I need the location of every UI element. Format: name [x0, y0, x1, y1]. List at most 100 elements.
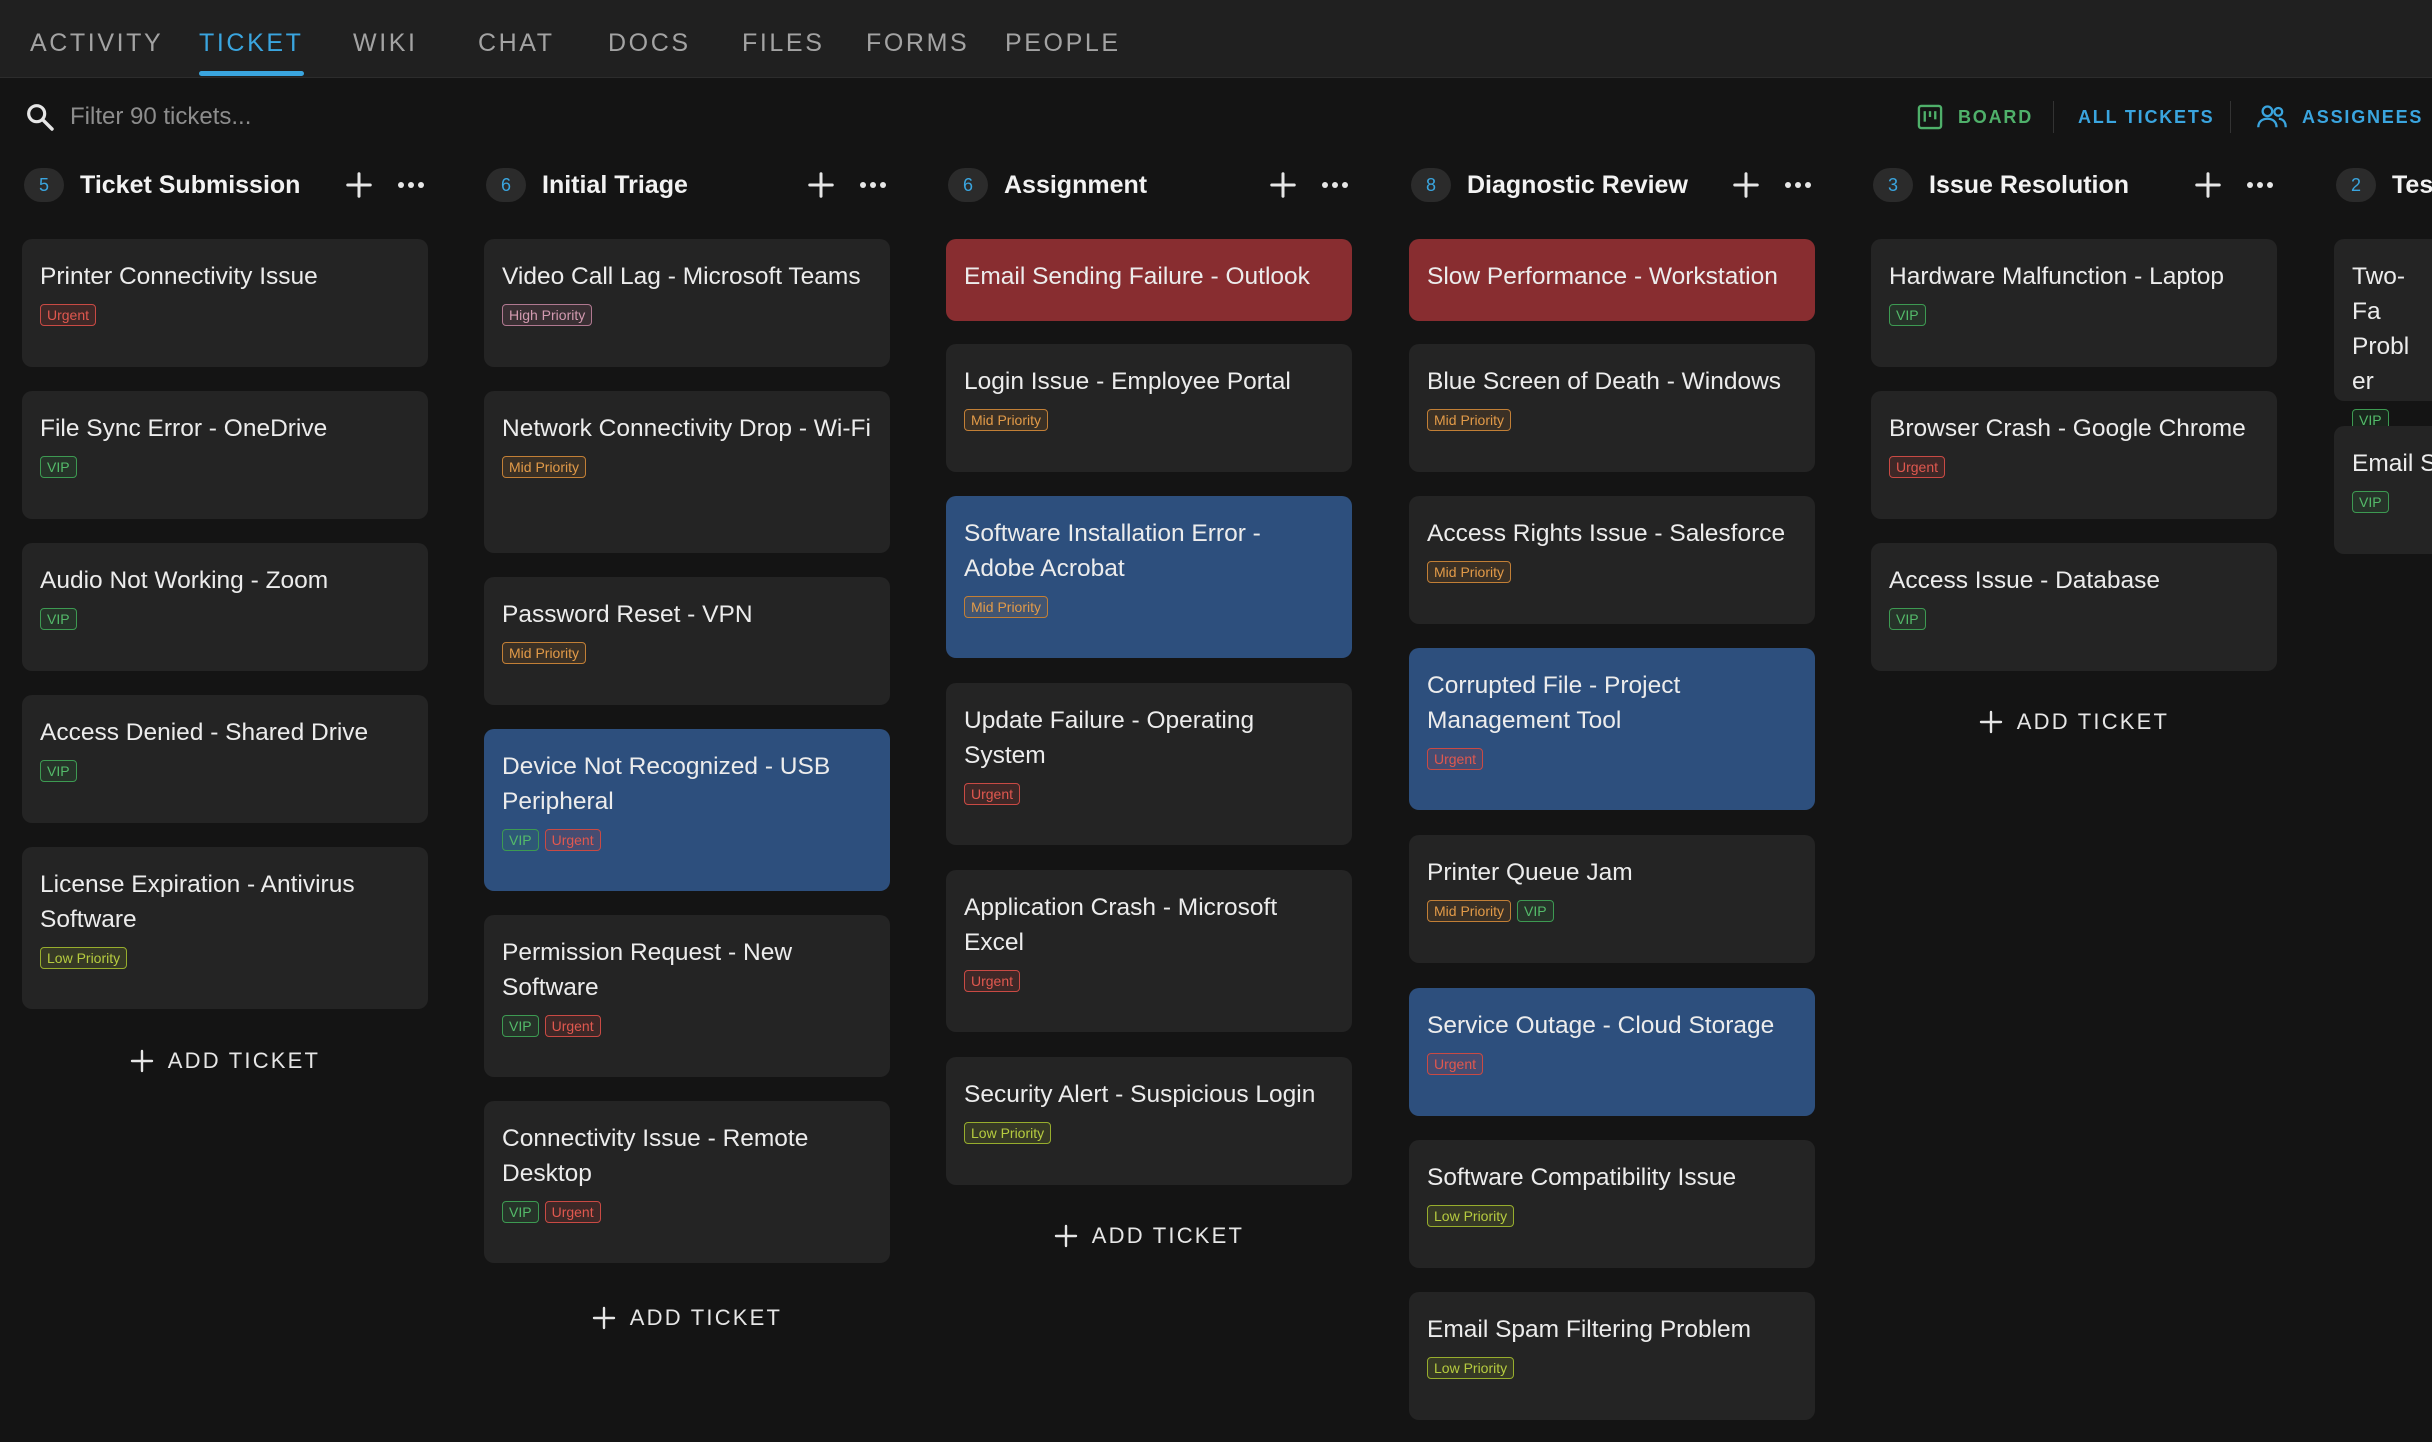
- ticket-card[interactable]: Device Not Recognized - USB Peripheral V…: [484, 729, 890, 891]
- board-view-button[interactable]: BOARD: [1916, 99, 2033, 135]
- tag-urgent: Urgent: [964, 970, 1021, 992]
- tag-mid-priority: Mid Priority: [964, 596, 1049, 618]
- ticket-title: Video Call Lag - Microsoft Teams: [502, 263, 861, 290]
- tag-mid-priority: Mid Priority: [1427, 561, 1512, 583]
- add-icon[interactable]: [806, 170, 836, 200]
- add-ticket-button[interactable]: ADD TICKET: [484, 1298, 890, 1338]
- ticket-card[interactable]: Access Issue - Database VIP: [1871, 543, 2277, 671]
- add-icon[interactable]: [1268, 170, 1298, 200]
- ticket-card[interactable]: Login Issue - Employee Portal Mid Priori…: [946, 344, 1352, 472]
- more-icon[interactable]: [858, 170, 888, 200]
- ticket-card[interactable]: Corrupted File - Project Management Tool…: [1409, 648, 1815, 810]
- more-icon[interactable]: [396, 170, 426, 200]
- ticket-title: Device Not Recognized - USB Peripheral: [502, 753, 831, 815]
- ticket-title: Printer Queue Jam: [1427, 859, 1633, 886]
- ticket-card[interactable]: Connectivity Issue - Remote Desktop VIP …: [484, 1101, 890, 1263]
- tag-mid-priority: Mid Priority: [1427, 409, 1512, 431]
- ticket-title: Software Compatibility Issue: [1427, 1164, 1737, 1191]
- ticket-title: Password Reset - VPN: [502, 601, 753, 628]
- tab-files[interactable]: FILES: [742, 29, 825, 57]
- tag-mid-priority: Mid Priority: [502, 642, 587, 664]
- more-icon[interactable]: [1320, 170, 1350, 200]
- search-icon: [27, 104, 54, 131]
- column-ticket-submission: 5 Ticket Submission Printer Connectivity…: [22, 160, 428, 1073]
- plus-icon: [130, 1049, 153, 1073]
- ticket-card[interactable]: Security Alert - Suspicious Login Low Pr…: [946, 1057, 1352, 1185]
- tag-vip: VIP: [502, 1201, 539, 1223]
- top-nav: ACTIVITY TICKET WIKI CHAT DOCS FILES FOR…: [0, 0, 2432, 78]
- ticket-card[interactable]: Video Call Lag - Microsoft Teams High Pr…: [484, 239, 890, 367]
- tag-low-priority: Low Priority: [1427, 1205, 1515, 1227]
- people-icon: [2257, 105, 2287, 128]
- plus-icon: [592, 1306, 615, 1330]
- ticket-card[interactable]: Browser Crash - Google Chrome Urgent: [1871, 391, 2277, 519]
- ticket-card[interactable]: Email S VIP: [2334, 426, 2432, 554]
- ticket-card[interactable]: Service Outage - Cloud Storage Urgent: [1409, 988, 1815, 1116]
- ticket-card[interactable]: Access Rights Issue - Salesforce Mid Pri…: [1409, 496, 1815, 624]
- tag-mid-priority: Mid Priority: [964, 409, 1049, 431]
- add-ticket-button[interactable]: ADD TICKET: [946, 1216, 1352, 1256]
- tab-wiki[interactable]: WIKI: [353, 29, 418, 57]
- ticket-card[interactable]: Audio Not Working - Zoom VIP: [22, 543, 428, 671]
- column-header: 8 Diagnostic Review: [1409, 160, 1815, 210]
- all-tickets-button[interactable]: ALL TICKETS: [2078, 106, 2215, 127]
- tab-ticket[interactable]: TICKET: [199, 0, 304, 78]
- ticket-card[interactable]: Two-Fa Probler VIP: [2334, 239, 2432, 431]
- tab-docs[interactable]: DOCS: [608, 29, 691, 57]
- ticket-card[interactable]: Permission Request - New Software VIP Ur…: [484, 915, 890, 1077]
- board-icon: [1917, 104, 1943, 130]
- tab-activity[interactable]: ACTIVITY: [30, 29, 164, 57]
- ticket-card[interactable]: Software Installation Error - Adobe Acro…: [946, 496, 1352, 658]
- ticket-title: Email Spam Filtering Problem: [1427, 1316, 1752, 1343]
- column-header: 2 Tes: [2334, 160, 2432, 210]
- toolbar-divider: [2230, 101, 2231, 133]
- more-icon[interactable]: [1783, 170, 1813, 200]
- ticket-card[interactable]: Network Connectivity Drop - Wi-Fi Mid Pr…: [484, 391, 890, 553]
- add-icon[interactable]: [344, 170, 374, 200]
- ticket-card[interactable]: Printer Connectivity Issue Urgent: [22, 239, 428, 367]
- add-icon[interactable]: [2193, 170, 2223, 200]
- column-diagnostic-review: 8 Diagnostic Review Slow Performance - W…: [1409, 160, 1815, 1420]
- column-header: 3 Issue Resolution: [1871, 160, 2277, 210]
- ticket-card[interactable]: Application Crash - Microsoft Excel Urge…: [946, 870, 1352, 1032]
- ticket-title: Email Sending Failure - Outlook: [964, 263, 1310, 290]
- ticket-card[interactable]: Software Compatibility Issue Low Priorit…: [1409, 1140, 1815, 1268]
- column-count-badge: 5: [24, 168, 64, 202]
- board-label: BOARD: [1958, 106, 2033, 127]
- ticket-title: Software Installation Error - Adobe Acro…: [964, 520, 1261, 582]
- tab-people[interactable]: PEOPLE: [1005, 29, 1121, 57]
- ticket-card[interactable]: Update Failure - Operating System Urgent: [946, 683, 1352, 845]
- assignees-button[interactable]: ASSIGNEES: [2256, 99, 2423, 135]
- ticket-card[interactable]: Email Sending Failure - Outlook: [946, 239, 1352, 321]
- tag-urgent: Urgent: [1427, 1053, 1484, 1075]
- ticket-card[interactable]: License Expiration - Antivirus Software …: [22, 847, 428, 1009]
- ticket-card[interactable]: Password Reset - VPN Mid Priority: [484, 577, 890, 705]
- tab-chat[interactable]: CHAT: [478, 29, 555, 57]
- column-count-badge: 3: [1873, 168, 1913, 202]
- ticket-title: Corrupted File - Project Management Tool: [1427, 672, 1681, 734]
- ticket-card[interactable]: Slow Performance - Workstation: [1409, 239, 1815, 321]
- ticket-title: Email S: [2352, 450, 2432, 477]
- filter-tickets-input[interactable]: [70, 97, 770, 137]
- add-ticket-button[interactable]: ADD TICKET: [22, 1041, 428, 1081]
- ticket-card[interactable]: Email Spam Filtering Problem Low Priorit…: [1409, 1292, 1815, 1420]
- tag-vip: VIP: [40, 608, 77, 630]
- toolbar-divider: [2053, 101, 2054, 133]
- ticket-title: Permission Request - New Software: [502, 939, 793, 1001]
- ticket-card[interactable]: Blue Screen of Death - Windows Mid Prior…: [1409, 344, 1815, 472]
- ticket-title: Hardware Malfunction - Laptop: [1889, 263, 2225, 290]
- add-icon[interactable]: [1731, 170, 1761, 200]
- ticket-title: File Sync Error - OneDrive: [40, 415, 328, 442]
- tag-vip: VIP: [1517, 900, 1554, 922]
- column-initial-triage: 6 Initial Triage Video Call Lag - Micros…: [484, 160, 890, 1330]
- more-icon[interactable]: [2245, 170, 2275, 200]
- ticket-card[interactable]: Access Denied - Shared Drive VIP: [22, 695, 428, 823]
- ticket-title: Service Outage - Cloud Storage: [1427, 1012, 1775, 1039]
- ticket-card[interactable]: Hardware Malfunction - Laptop VIP: [1871, 239, 2277, 367]
- ticket-card[interactable]: File Sync Error - OneDrive VIP: [22, 391, 428, 519]
- column-header: 5 Ticket Submission: [22, 160, 428, 210]
- ticket-card[interactable]: Printer Queue Jam Mid Priority VIP: [1409, 835, 1815, 963]
- add-ticket-button[interactable]: ADD TICKET: [1871, 702, 2277, 742]
- tab-forms[interactable]: FORMS: [866, 29, 970, 57]
- ticket-title: Blue Screen of Death - Windows: [1427, 368, 1782, 395]
